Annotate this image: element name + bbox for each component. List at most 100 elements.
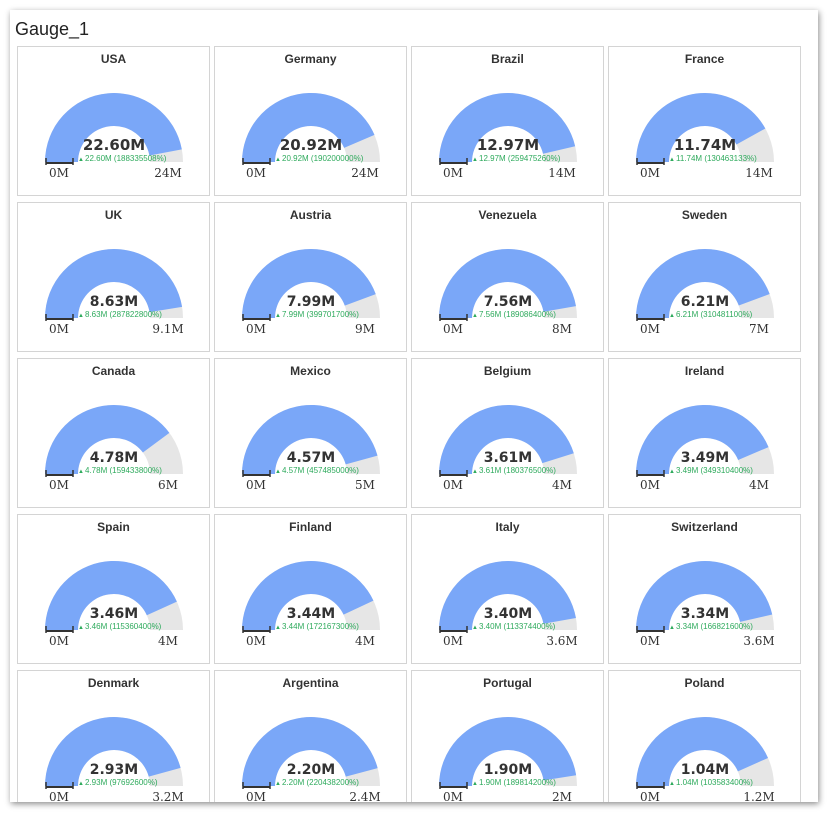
gauge-chart: 12.97M ▲ 12.97M (259475260%) 0M 14M [439, 92, 577, 180]
gauge-chart: 2.93M ▲ 2.93M (97692600%) 0M 3.2M [45, 716, 184, 802]
gauge-delta-label: 7.99M (399701700%) [282, 310, 359, 319]
gauge-chart: 3.49M ▲ 3.49M (349310400%) 0M 4M [636, 404, 774, 492]
gauge-value-label: 4.78M [90, 450, 138, 466]
gauge-card: Canada 4.78M ▲ 4.78M (159433800%) 0M 6M [17, 358, 210, 508]
gauge-max-label: 7M [749, 322, 769, 336]
gauge-title: Argentina [282, 676, 339, 690]
gauge-max-label: 6M [158, 478, 178, 492]
gauge-min-label: 0M [49, 790, 69, 802]
gauge-min-label: 0M [246, 790, 266, 802]
gauge-max-label: 24M [154, 166, 182, 180]
gauge-value-arc [242, 561, 374, 630]
gauge-chart: 1.90M ▲ 1.90M (189814200%) 0M 2M [439, 717, 577, 802]
gauge-min-label: 0M [443, 790, 463, 802]
gauge-value-arc [242, 248, 376, 318]
gauge-value-label: 8.63M [90, 294, 138, 310]
gauge-title: Switzerland [671, 520, 738, 534]
delta-up-icon: ▲ [669, 625, 675, 631]
delta-up-icon: ▲ [78, 625, 84, 631]
gauge-title: Brazil [491, 52, 524, 66]
gauge-value-label: 2.93M [90, 762, 138, 778]
gauge-value-arc [439, 717, 577, 786]
gauge-value-label: 1.04M [681, 762, 729, 778]
gauge-max-label: 4M [749, 478, 769, 492]
gauge-min-label: 0M [49, 478, 69, 492]
delta-up-icon: ▲ [275, 313, 281, 319]
gauge-card: Denmark 2.93M ▲ 2.93M (97692600%) 0M 3.2M [17, 670, 210, 802]
gauge-chart: 3.44M ▲ 3.44M (172167300%) 0M 4M [242, 561, 380, 648]
gauge-delta-label: 1.04M (103583400%) [676, 778, 753, 787]
gauge-delta-label: 3.44M (172167300%) [282, 622, 359, 631]
gauge-card: Belgium 3.61M ▲ 3.61M (180376500%) 0M 4M [411, 358, 604, 508]
window-title: Gauge_1 [15, 19, 90, 39]
gauge-delta-label: 2.93M (97692600%) [85, 778, 158, 787]
gauge-delta-label: 6.21M (310481100%) [676, 310, 753, 319]
gauge-min-label: 0M [640, 790, 660, 802]
delta-up-icon: ▲ [78, 157, 84, 163]
gauge-max-label: 5M [355, 478, 375, 492]
gauge-value-arc [45, 249, 183, 318]
gauge-max-label: 9M [355, 322, 375, 336]
gauge-max-label: 2.4M [349, 790, 380, 802]
gauge-chart: 2.20M ▲ 2.20M (220438200%) 0M 2.4M [242, 716, 381, 802]
gauge-card: Mexico 4.57M ▲ 4.57M (457485000%) 0M 5M [214, 358, 407, 508]
gauge-value-label: 3.34M [681, 606, 729, 622]
gauge-value-arc [439, 404, 574, 474]
gauge-grid: USA 22.60M ▲ 22.60M (188335508%) 0M 24M German… [17, 46, 807, 802]
gauge-chart: 3.61M ▲ 3.61M (180376500%) 0M 4M [439, 404, 577, 492]
delta-up-icon: ▲ [275, 625, 281, 631]
gauge-delta-label: 11.74M (130463133%) [676, 154, 757, 163]
gauge-value-label: 20.92M [280, 136, 342, 154]
gauge-card: Venezuela 7.56M ▲ 7.56M (189086400%) 0M 8M [411, 202, 604, 352]
gauge-title: Austria [289, 208, 332, 222]
gauge-title: Portugal [483, 676, 532, 690]
gauge-delta-label: 22.60M (188335508%) [85, 154, 167, 163]
gauge-chart: 4.57M ▲ 4.57M (457485000%) 0M 5M [242, 404, 380, 492]
gauge-card: Poland 1.04M ▲ 1.04M (103583400%) 0M 1.2M [608, 670, 801, 802]
gauge-value-label: 3.49M [681, 450, 729, 466]
gauge-delta-label: 3.34M (166821600%) [676, 622, 753, 631]
gauge-min-label: 0M [443, 634, 463, 648]
gauge-delta-label: 3.49M (349310400%) [676, 466, 753, 475]
delta-up-icon: ▲ [472, 469, 478, 475]
gauge-min-label: 0M [640, 166, 660, 180]
delta-up-icon: ▲ [669, 781, 675, 787]
gauge-title: Germany [284, 52, 337, 66]
gauge-title: USA [100, 52, 127, 66]
gauge-delta-label: 2.20M (220438200%) [282, 778, 359, 787]
gauge-max-label: 3.6M [743, 634, 774, 648]
gauge-min-label: 0M [640, 322, 660, 336]
delta-up-icon: ▲ [472, 157, 478, 163]
gauge-min-label: 0M [49, 634, 69, 648]
gauge-value-label: 7.99M [287, 294, 335, 310]
delta-up-icon: ▲ [472, 313, 478, 319]
gauge-value-label: 12.97M [477, 136, 539, 154]
gauge-value-label: 11.74M [674, 136, 736, 154]
delta-up-icon: ▲ [275, 469, 281, 475]
gauge-delta-label: 20.92M (190200000%) [282, 154, 364, 163]
gauge-min-label: 0M [443, 322, 463, 336]
gauge-value-arc [636, 717, 769, 786]
gauge-min-label: 0M [246, 322, 266, 336]
gauge-card: Italy 3.40M ▲ 3.40M (113374400%) 0M 3.6M [411, 514, 604, 664]
gauge-chart: 3.40M ▲ 3.40M (113374400%) 0M 3.6M [439, 561, 578, 648]
gauge-max-label: 4M [355, 634, 375, 648]
gauge-value-arc [242, 404, 378, 474]
gauge-value-arc [242, 92, 375, 162]
gauge-max-label: 24M [351, 166, 379, 180]
gauge-chart: 20.92M ▲ 20.92M (190200000%) 0M 24M [242, 92, 380, 180]
gauge-max-label: 3.6M [546, 634, 577, 648]
gauge-delta-label: 3.61M (180376500%) [479, 466, 556, 475]
gauge-value-arc [439, 249, 576, 318]
gauge-value-arc [439, 561, 576, 630]
gauge-title: Ireland [684, 364, 725, 378]
gauge-max-label: 14M [745, 166, 773, 180]
gauge-card: Finland 3.44M ▲ 3.44M (172167300%) 0M 4M [214, 514, 407, 664]
delta-up-icon: ▲ [669, 313, 675, 319]
gauge-value-arc [45, 560, 177, 630]
gauge-max-label: 9.1M [152, 322, 183, 336]
gauge-chart: 8.63M ▲ 8.63M (287822800%) 0M 9.1M [45, 249, 184, 336]
gauge-min-label: 0M [49, 166, 69, 180]
gauge-value-label: 3.46M [90, 606, 138, 622]
gauge-card: Portugal 1.90M ▲ 1.90M (189814200%) 0M 2M [411, 670, 604, 802]
